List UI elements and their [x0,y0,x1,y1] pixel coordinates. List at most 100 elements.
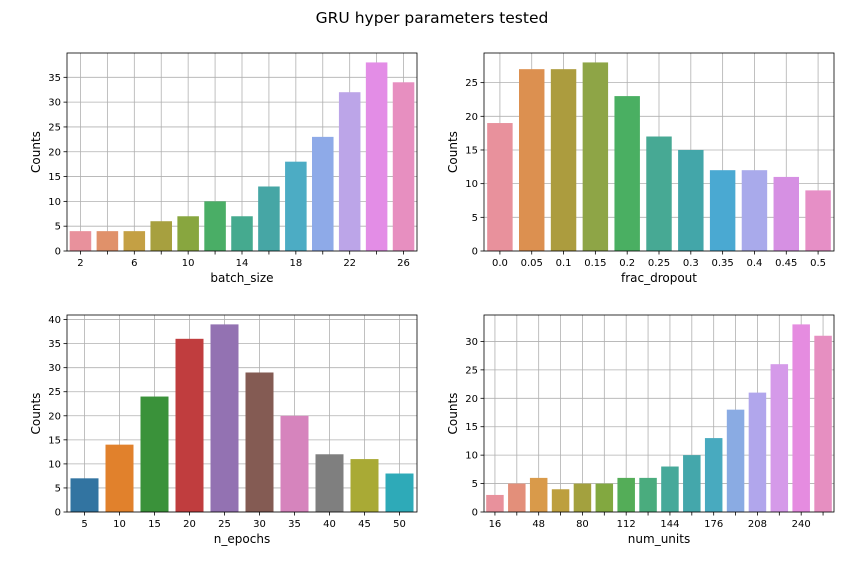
x-tick-label: 40 [323,519,336,530]
axes-frame [483,314,835,513]
bar-12 [204,201,226,251]
x-tick-label: 22 [343,258,356,269]
x-tick-label: 5 [81,519,87,530]
y-tick-label: 30 [48,98,61,109]
bar-20 [312,136,334,251]
y-axis-label: Counts [446,131,460,173]
y-tick-label: 15 [48,435,61,446]
bar-0.45 [773,176,799,251]
y-axis-label: Counts [29,393,43,435]
x-axis-label: batch_size [210,271,273,285]
bar-128 [639,477,657,512]
bar-0.5 [805,190,831,251]
bar-50 [385,473,414,512]
subplot-frac_dropout: 0 5 10 15 20 25 0.0 0.05 0.1 0.15 0.2 0.25 0.3 0.35 0.… [446,52,835,285]
bar-20 [175,338,204,512]
bar-10 [177,216,199,251]
y-tick-label: 5 [472,213,478,224]
x-tick-label: 0.2 [619,258,635,269]
bar-160 [683,455,701,512]
bar-224 [770,364,789,512]
y-tick-label: 0 [472,508,478,519]
x-tick-label: 0.0 [492,258,508,269]
y-tick-label: 35 [48,339,61,350]
x-tick-label: 20 [183,519,196,530]
bar-16 [258,186,280,251]
y-tick-label: 10 [48,197,61,208]
x-tick-label: 15 [148,519,161,530]
x-tick-label: 2 [77,258,83,269]
bar-208 [748,392,767,512]
bar-0.2 [614,96,640,251]
y-tick-label: 20 [465,394,478,405]
bar-18 [285,161,307,251]
bar-0.15 [582,62,609,251]
x-tick-label: 0.4 [747,258,763,269]
x-axis-label: frac_dropout [621,271,697,285]
y-tick-label: 15 [465,145,478,156]
bar-26 [392,82,415,251]
y-tick-label: 25 [465,78,478,89]
y-tick-label: 25 [465,365,478,376]
x-tick-label: 0.35 [712,258,734,269]
bar-40 [315,454,344,512]
x-tick-label: 80 [576,519,589,530]
x-tick-label: 35 [288,519,301,530]
x-tick-label: 176 [704,519,723,530]
y-tick-label: 15 [465,422,478,433]
y-tick-label: 25 [48,387,61,398]
x-tick-label: 6 [131,258,137,269]
bar-192 [726,409,745,512]
bar-0.35 [709,170,736,251]
bar-14 [231,216,253,251]
bar-144 [661,466,679,512]
x-tick-label: 0.25 [648,258,670,269]
bar-30 [245,372,274,512]
bar-48 [529,477,548,512]
x-tick-label: 25 [218,519,231,530]
x-tick-label: 14 [236,258,249,269]
x-axis-label: n_epochs [214,532,270,546]
x-tick-label: 240 [792,519,811,530]
bar-0.25 [646,136,672,251]
x-tick-label: 0.05 [521,258,543,269]
x-tick-label: 0.45 [775,258,797,269]
x-tick-label: 0.5 [810,258,826,269]
y-axis-label: Counts [446,393,460,435]
bar-80 [573,483,592,512]
x-axis-label: num_units [628,532,690,546]
y-tick-label: 10 [48,459,61,470]
x-tick-label: 50 [393,519,406,530]
x-tick-label: 144 [660,519,679,530]
x-tick-label: 112 [617,519,636,530]
bar-10 [105,444,134,512]
y-tick-label: 0 [55,247,61,258]
x-tick-label: 0.3 [683,258,699,269]
bar-6 [123,231,146,251]
x-tick-label: 18 [289,258,302,269]
bar-240 [792,324,810,512]
y-tick-label: 0 [55,508,61,519]
x-tick-label: 26 [397,258,410,269]
bar-256 [814,335,832,512]
x-tick-label: 16 [489,519,502,530]
bar-176 [704,438,723,512]
figure-title: GRU hyper parameters tested [315,9,549,27]
bar-64 [551,489,570,512]
bar-24 [365,62,388,251]
bar-96 [595,483,614,512]
bar-0.4 [741,170,768,251]
y-tick-label: 20 [48,147,61,158]
y-tick-label: 0 [472,247,478,258]
y-tick-label: 25 [48,122,61,133]
y-tick-label: 5 [55,483,61,494]
bar-0.3 [678,149,704,251]
y-tick-label: 5 [472,479,478,490]
y-tick-label: 10 [465,179,478,190]
x-tick-label: 10 [182,258,195,269]
y-tick-label: 10 [465,451,478,462]
y-tick-label: 30 [465,337,478,348]
bar-0.0 [487,123,513,251]
